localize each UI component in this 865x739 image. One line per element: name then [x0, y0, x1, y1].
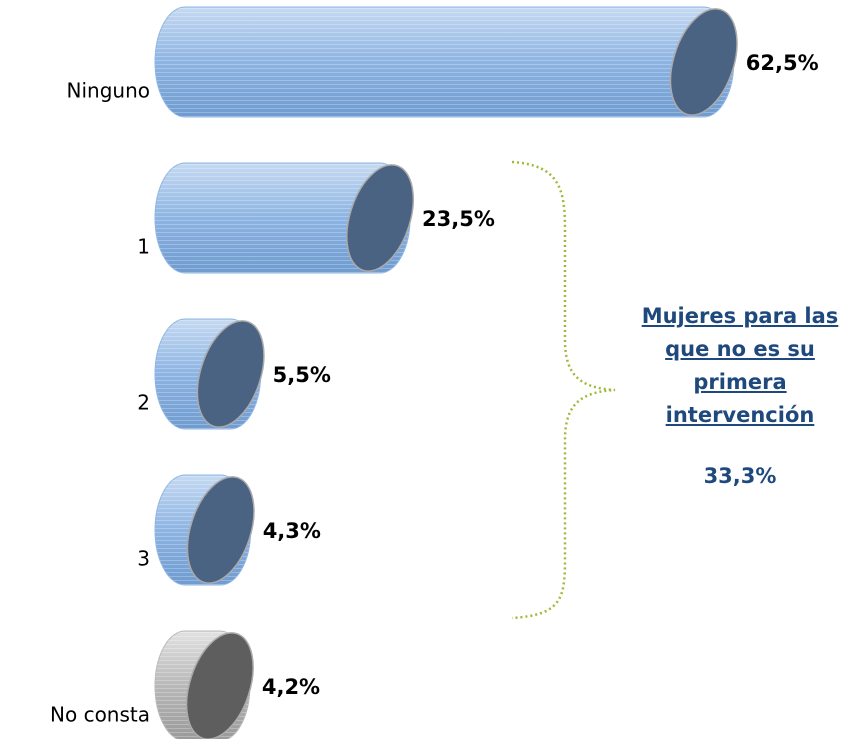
category-label: 2: [137, 391, 150, 415]
bar-stripes: [155, 163, 411, 273]
bar-cap: [186, 476, 255, 584]
value-label: 4,3%: [263, 519, 321, 543]
bar-cap: [346, 164, 415, 272]
bracket: [511, 160, 616, 620]
value-label: 62,5%: [746, 51, 819, 75]
value-label: 5,5%: [273, 363, 331, 387]
bar-cap: [185, 632, 254, 739]
category-label: No consta: [50, 703, 150, 727]
annotation: Mujeres para las que no es su primera in…: [640, 300, 840, 493]
bar-cap: [669, 8, 738, 116]
annotation-label: 33,3%: [703, 464, 777, 488]
bar-stripes: [155, 7, 734, 117]
value-label: 23,5%: [422, 207, 495, 231]
bar-cap: [196, 320, 265, 428]
category-label: Ninguno: [67, 79, 150, 103]
category-label: 3: [137, 547, 150, 571]
category-label: 1: [137, 235, 150, 259]
value-label: 4,2%: [262, 675, 320, 699]
annotation-text: Mujeres para las que no es su primera in…: [641, 304, 839, 427]
